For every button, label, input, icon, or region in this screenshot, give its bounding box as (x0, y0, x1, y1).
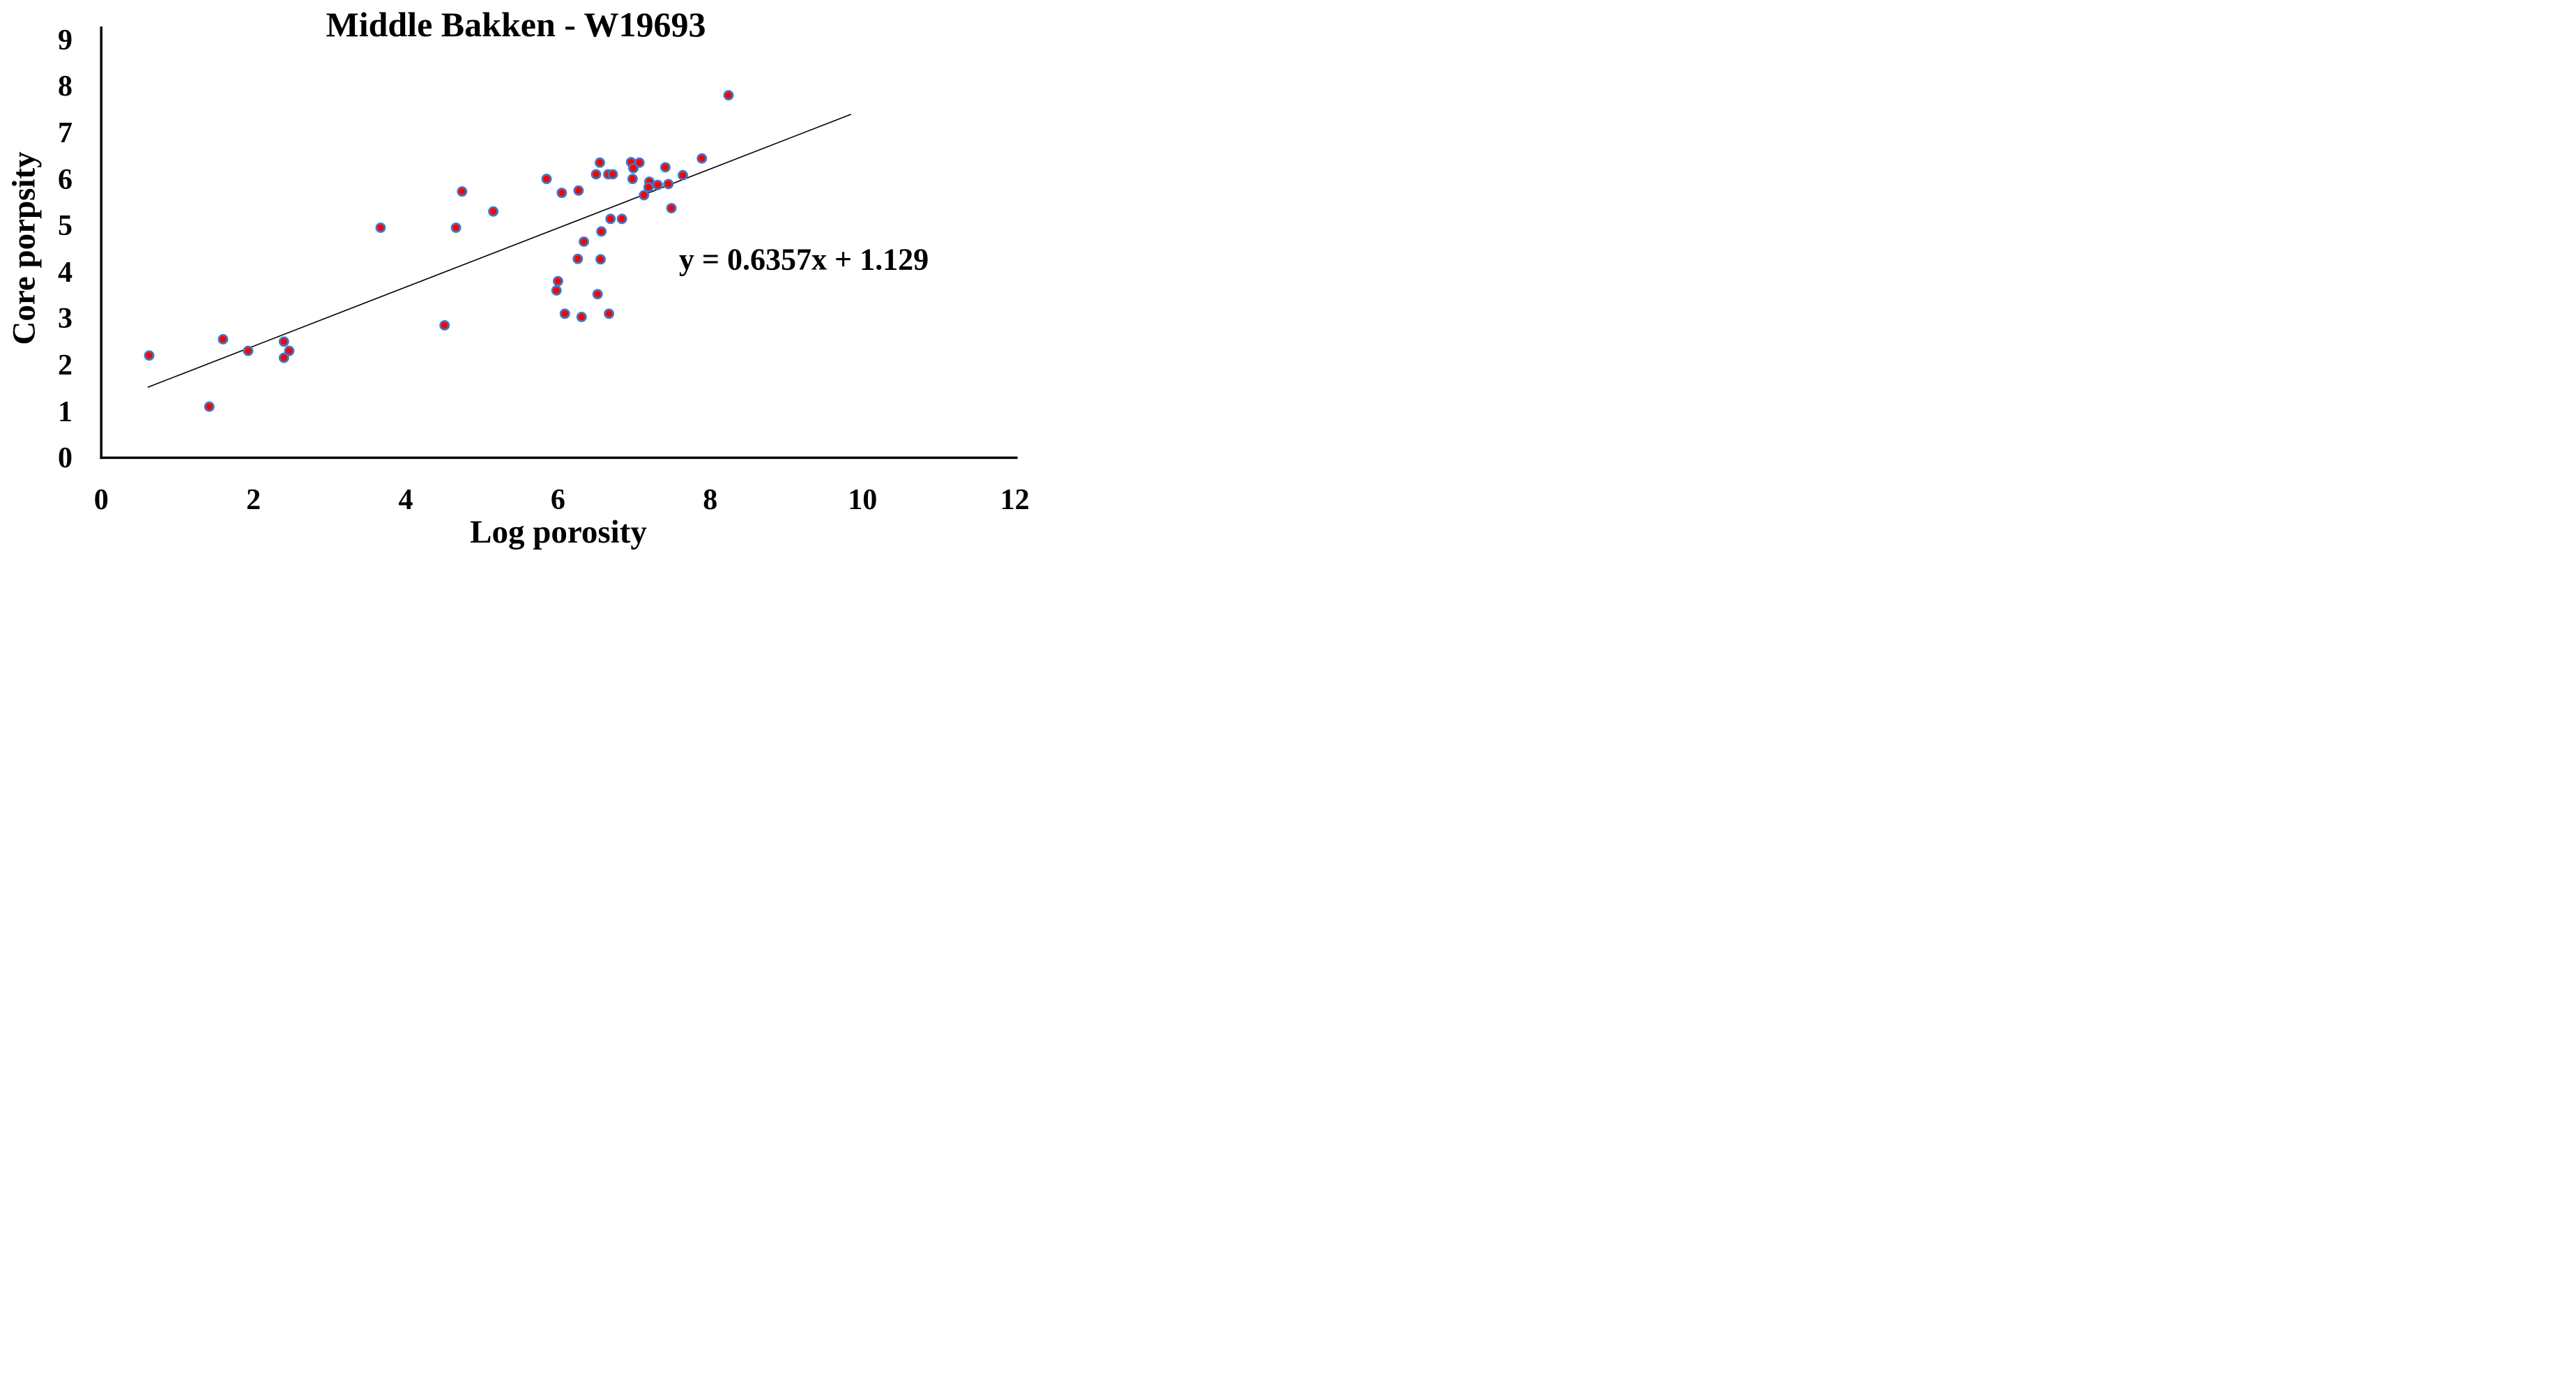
y-tick-label: 6 (58, 163, 73, 196)
data-point (628, 162, 639, 174)
y-tick-label: 3 (58, 303, 73, 335)
data-point (605, 213, 616, 225)
data-point (666, 203, 677, 213)
data-point (278, 336, 289, 347)
x-tick-label: 12 (1000, 484, 1030, 516)
data-point (595, 254, 607, 265)
data-point (559, 308, 570, 319)
x-axis-title: Log porosity (470, 514, 647, 550)
plot-area (100, 27, 1018, 460)
x-tick-label: 10 (848, 484, 878, 516)
data-point (278, 352, 289, 363)
trendline-equation-label: y = 0.6357x + 1.129 (678, 242, 929, 277)
data-point (551, 285, 562, 296)
y-tick-label: 9 (58, 24, 73, 56)
data-point (144, 350, 155, 361)
y-tick-label: 4 (58, 256, 73, 289)
x-tick-label: 4 (398, 484, 413, 516)
data-point (653, 179, 663, 190)
data-point (592, 289, 603, 300)
data-point (450, 222, 462, 233)
y-axis-title: Core porpsity (6, 151, 43, 345)
y-tick-label: 5 (58, 210, 73, 243)
data-point (696, 153, 708, 164)
data-point (572, 253, 584, 264)
data-point (573, 185, 584, 196)
data-point (596, 226, 607, 237)
data-point (639, 190, 650, 201)
x-tick-label: 0 (93, 484, 109, 516)
trend-line (147, 114, 852, 388)
data-point (590, 169, 602, 180)
data-point (541, 174, 552, 185)
x-tick-label: 6 (550, 484, 565, 516)
data-point (723, 90, 734, 101)
data-point (576, 312, 587, 322)
data-point (204, 401, 215, 412)
data-point (457, 186, 468, 197)
x-tick-label: 2 (246, 484, 261, 516)
data-point (616, 213, 627, 225)
data-point (556, 188, 567, 199)
chart-title: Middle Bakken - W19693 (326, 5, 706, 44)
data-point (634, 157, 645, 168)
data-point (439, 320, 450, 331)
y-tick-label: 8 (58, 70, 73, 103)
y-tick-label: 2 (58, 349, 73, 382)
data-point (663, 179, 674, 190)
data-point (488, 206, 499, 217)
data-point (627, 174, 638, 185)
data-point (595, 157, 605, 168)
data-point (218, 334, 229, 345)
data-point (579, 236, 589, 247)
x-tick-label: 8 (703, 484, 718, 516)
data-point (284, 345, 295, 356)
data-point (552, 275, 563, 287)
data-point (243, 345, 254, 356)
y-tick-label: 1 (58, 395, 73, 428)
data-point (375, 222, 386, 233)
data-point (660, 162, 671, 173)
y-tick-label: 7 (58, 116, 73, 149)
data-point (604, 308, 615, 319)
data-point (643, 182, 654, 193)
data-point (678, 169, 688, 181)
data-point (607, 169, 618, 180)
y-tick-label: 0 (58, 442, 73, 475)
